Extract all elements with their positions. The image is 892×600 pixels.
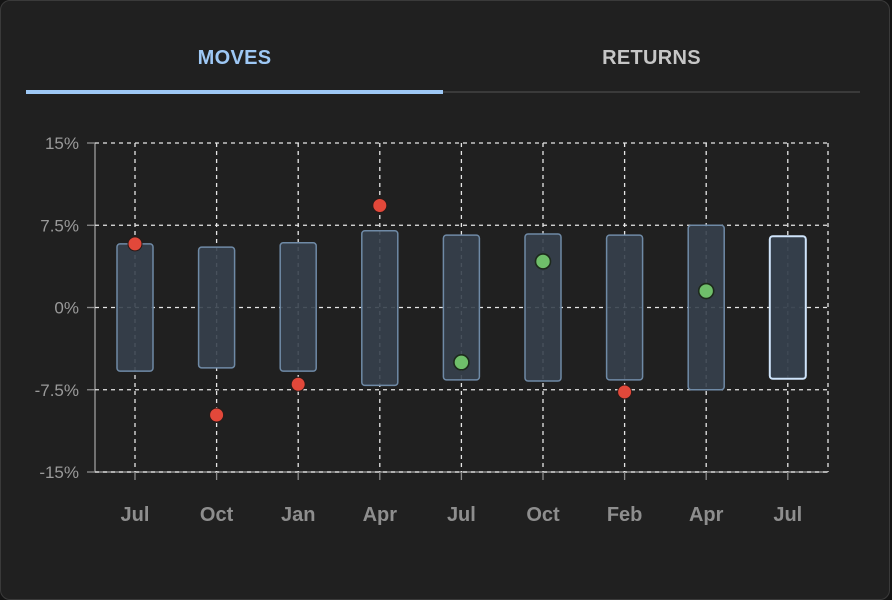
y-tick-label: -15% — [39, 463, 79, 482]
range-bar — [768, 235, 807, 380]
x-tick-label: Apr — [689, 504, 724, 526]
range-bar — [116, 243, 154, 372]
x-tick-label: Oct — [526, 504, 560, 526]
x-tick-label: Jul — [773, 504, 802, 526]
range-bar — [442, 234, 481, 381]
red-data-point — [209, 407, 225, 423]
red-data-point — [617, 384, 633, 400]
red-data-point — [372, 198, 388, 214]
range-bar — [361, 229, 399, 387]
x-tick-label: Feb — [607, 504, 643, 526]
green-data-point — [697, 282, 715, 300]
x-tick-label: Apr — [363, 504, 398, 526]
range-bar — [279, 242, 317, 372]
x-tick-label: Jul — [447, 504, 476, 526]
range-bar — [605, 234, 644, 381]
x-tick-label: Jan — [281, 504, 315, 526]
green-data-point — [534, 253, 552, 270]
green-data-point — [453, 354, 470, 371]
red-data-point — [127, 236, 143, 252]
range-bar — [687, 224, 725, 391]
y-tick-label: 15% — [45, 134, 79, 153]
tab-moves[interactable]: MOVES — [26, 31, 443, 94]
y-tick-label: 0% — [54, 299, 79, 318]
tab-bar: MOVES RETURNS — [26, 31, 860, 94]
x-tick-label: Oct — [200, 504, 234, 526]
red-data-point — [290, 376, 306, 392]
tab-returns[interactable]: RETURNS — [602, 47, 701, 69]
range-bar — [524, 233, 562, 382]
y-tick-label: 7.5% — [40, 216, 79, 235]
y-tick-label: -7.5% — [35, 381, 79, 400]
range-bar — [197, 246, 236, 369]
x-tick-label: Jul — [121, 504, 150, 526]
